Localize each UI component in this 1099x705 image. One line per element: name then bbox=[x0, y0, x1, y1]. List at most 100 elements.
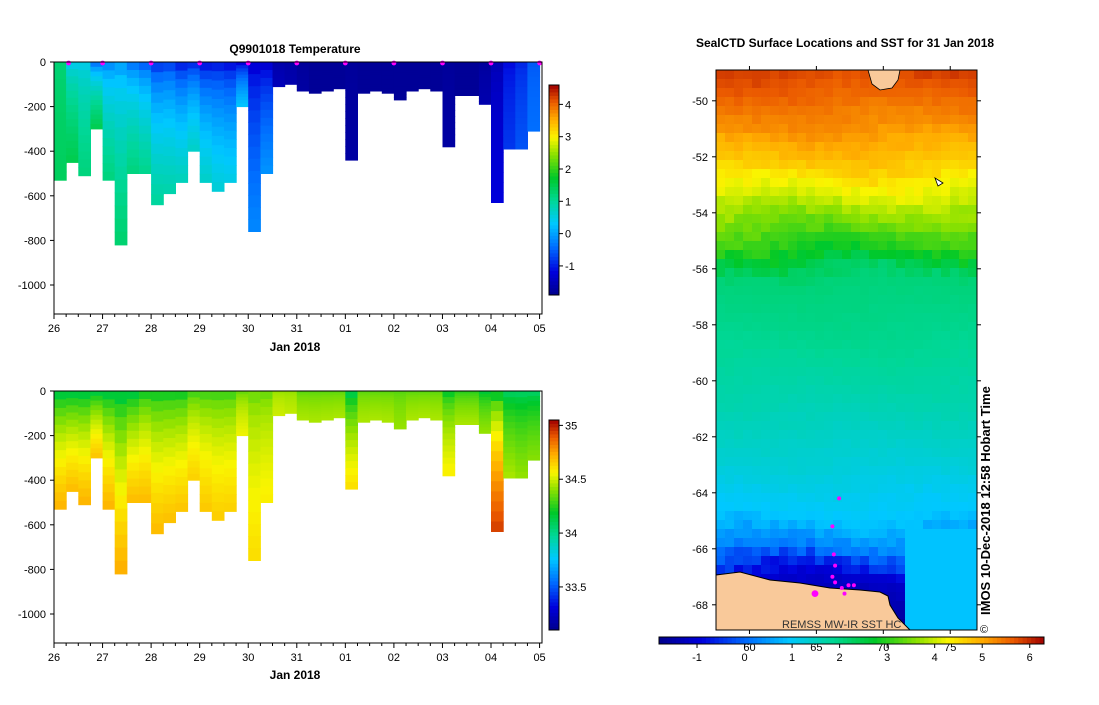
profile-cell bbox=[199, 156, 213, 166]
sst-cell bbox=[824, 241, 834, 251]
profile-cell bbox=[54, 475, 67, 485]
profile-column bbox=[66, 62, 79, 163]
profile-cell bbox=[454, 78, 468, 82]
sst-cell bbox=[914, 142, 924, 152]
profile-cell bbox=[199, 139, 213, 149]
profile-cell bbox=[296, 401, 310, 404]
sst-cell bbox=[959, 196, 969, 206]
sst-cell bbox=[752, 196, 762, 206]
profile-cell bbox=[224, 62, 237, 72]
profile-cell bbox=[381, 397, 395, 401]
sst-cell bbox=[959, 124, 969, 134]
profile-cell bbox=[151, 143, 164, 155]
sst-cell bbox=[923, 385, 933, 395]
sst-cell bbox=[743, 232, 753, 242]
sst-cell bbox=[743, 367, 753, 377]
sst-cell bbox=[959, 214, 969, 224]
profile-cell bbox=[430, 417, 443, 421]
sst-cell bbox=[887, 457, 897, 467]
profile-cell bbox=[321, 72, 334, 75]
profile-cell bbox=[369, 70, 383, 73]
sst-cell bbox=[968, 403, 977, 413]
sst-cell bbox=[815, 556, 825, 566]
profile-cell bbox=[66, 83, 79, 92]
sst-cell bbox=[824, 97, 834, 107]
profile-cell bbox=[114, 443, 128, 457]
sst-cell bbox=[752, 97, 762, 107]
sst-cell bbox=[923, 583, 933, 593]
sst-cell bbox=[968, 529, 977, 539]
profile-cell bbox=[66, 405, 79, 413]
sst-cell bbox=[824, 313, 834, 323]
sst-cell bbox=[905, 241, 915, 251]
profile-cell bbox=[126, 438, 140, 448]
profile-cell bbox=[139, 446, 152, 456]
sst-cell bbox=[914, 502, 924, 512]
sst-cell bbox=[968, 88, 977, 98]
profile-cell bbox=[466, 62, 480, 65]
sst-cell bbox=[869, 493, 879, 503]
colorbar-swatch bbox=[1001, 637, 1006, 644]
colorbar-swatch bbox=[718, 637, 724, 644]
sst-cell bbox=[716, 358, 726, 368]
sst-cell bbox=[752, 277, 762, 287]
profile-cell bbox=[430, 84, 443, 88]
y-tick-label: -200 bbox=[24, 431, 46, 443]
sst-cell bbox=[869, 88, 879, 98]
sst-cell bbox=[914, 610, 924, 620]
sst-cell bbox=[923, 79, 933, 89]
sst-cell bbox=[914, 547, 924, 557]
profile-cell bbox=[187, 448, 201, 456]
profile-cell bbox=[430, 403, 443, 406]
colorbar-swatch bbox=[941, 637, 947, 644]
colorbar-swatch bbox=[770, 637, 775, 644]
sst-cell bbox=[842, 457, 852, 467]
sst-cell bbox=[770, 331, 780, 341]
sst-cell bbox=[923, 133, 933, 143]
profile-cell bbox=[515, 409, 528, 417]
sst-cell bbox=[806, 214, 816, 224]
sst-cell bbox=[896, 484, 906, 494]
profile-column bbox=[114, 62, 128, 246]
sst-cell bbox=[797, 79, 807, 89]
sst-cell bbox=[869, 430, 879, 440]
x-tick-label: 31 bbox=[291, 652, 303, 664]
profile-cell bbox=[139, 157, 152, 167]
sst-cell bbox=[887, 556, 897, 566]
sst-cell bbox=[959, 88, 969, 98]
sst-cell bbox=[761, 187, 771, 197]
sst-cell bbox=[734, 439, 744, 449]
sst-cell bbox=[923, 106, 933, 116]
sst-cell bbox=[842, 115, 852, 125]
profile-cell bbox=[284, 65, 298, 68]
colorbar-swatch bbox=[693, 637, 698, 644]
profile-cell bbox=[321, 62, 334, 65]
sst-cell bbox=[869, 349, 879, 359]
sst-cell bbox=[788, 322, 798, 332]
sst-cell bbox=[797, 97, 807, 107]
sst-cell bbox=[869, 574, 879, 584]
sst-cell bbox=[887, 232, 897, 242]
sst-cell bbox=[887, 385, 897, 395]
profile-cell bbox=[90, 438, 104, 445]
sst-cell bbox=[833, 520, 843, 530]
profile-column bbox=[466, 62, 480, 96]
colorbar-frame bbox=[548, 419, 560, 631]
sst-cell bbox=[860, 142, 870, 152]
sst-cell bbox=[914, 88, 924, 98]
sst-cell bbox=[905, 421, 915, 431]
profile-column bbox=[442, 391, 456, 477]
sst-cell bbox=[752, 313, 762, 323]
sst-cell bbox=[950, 223, 960, 233]
profile-cell bbox=[66, 97, 79, 106]
sst-cell bbox=[716, 322, 726, 332]
sst-cell bbox=[770, 259, 780, 269]
sst-cell bbox=[914, 430, 924, 440]
profile-cell bbox=[211, 437, 225, 447]
sst-cell bbox=[923, 223, 933, 233]
sst-cell bbox=[806, 349, 816, 359]
profile-cell bbox=[296, 72, 310, 75]
profile-cell bbox=[491, 162, 504, 173]
sst-cell bbox=[806, 313, 816, 323]
profile-cell bbox=[321, 84, 334, 88]
